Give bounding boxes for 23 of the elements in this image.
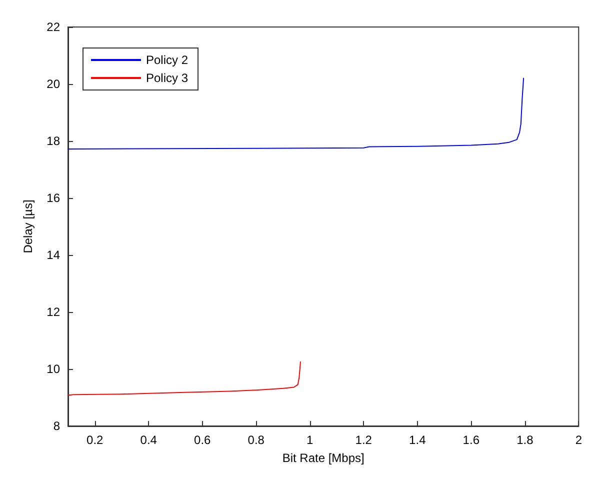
y-tick-label: 18 (46, 134, 60, 148)
y-tick-label: 10 (46, 362, 60, 376)
x-tick-label: 1.2 (355, 433, 372, 447)
y-tick-label: 12 (46, 305, 60, 319)
x-tick-label: 1.8 (516, 433, 534, 447)
y-tick-label: 14 (46, 248, 60, 262)
y-tick-label: 20 (46, 77, 60, 91)
x-tick-label: 1.6 (462, 433, 480, 447)
y-tick-label: 22 (46, 20, 60, 34)
x-axis-title: Bit Rate [Mbps] (282, 451, 364, 465)
legend-label: Policy 3 (146, 71, 188, 85)
x-tick-label: 0.4 (140, 433, 158, 447)
y-axis-title: Delay [µs] (21, 200, 35, 254)
y-tick-label: 16 (46, 191, 60, 205)
line-series (68, 361, 301, 396)
x-tick-label: 1 (306, 433, 314, 447)
x-tick-label: 0.6 (194, 433, 212, 447)
x-tick-label: 0.2 (86, 433, 104, 447)
x-tick-label: 1.4 (409, 433, 426, 447)
x-tick-label: 2 (575, 433, 582, 447)
legend-label: Policy 2 (146, 53, 188, 67)
y-tick-label: 8 (53, 419, 60, 433)
x-tick-label: 0.8 (248, 433, 265, 447)
